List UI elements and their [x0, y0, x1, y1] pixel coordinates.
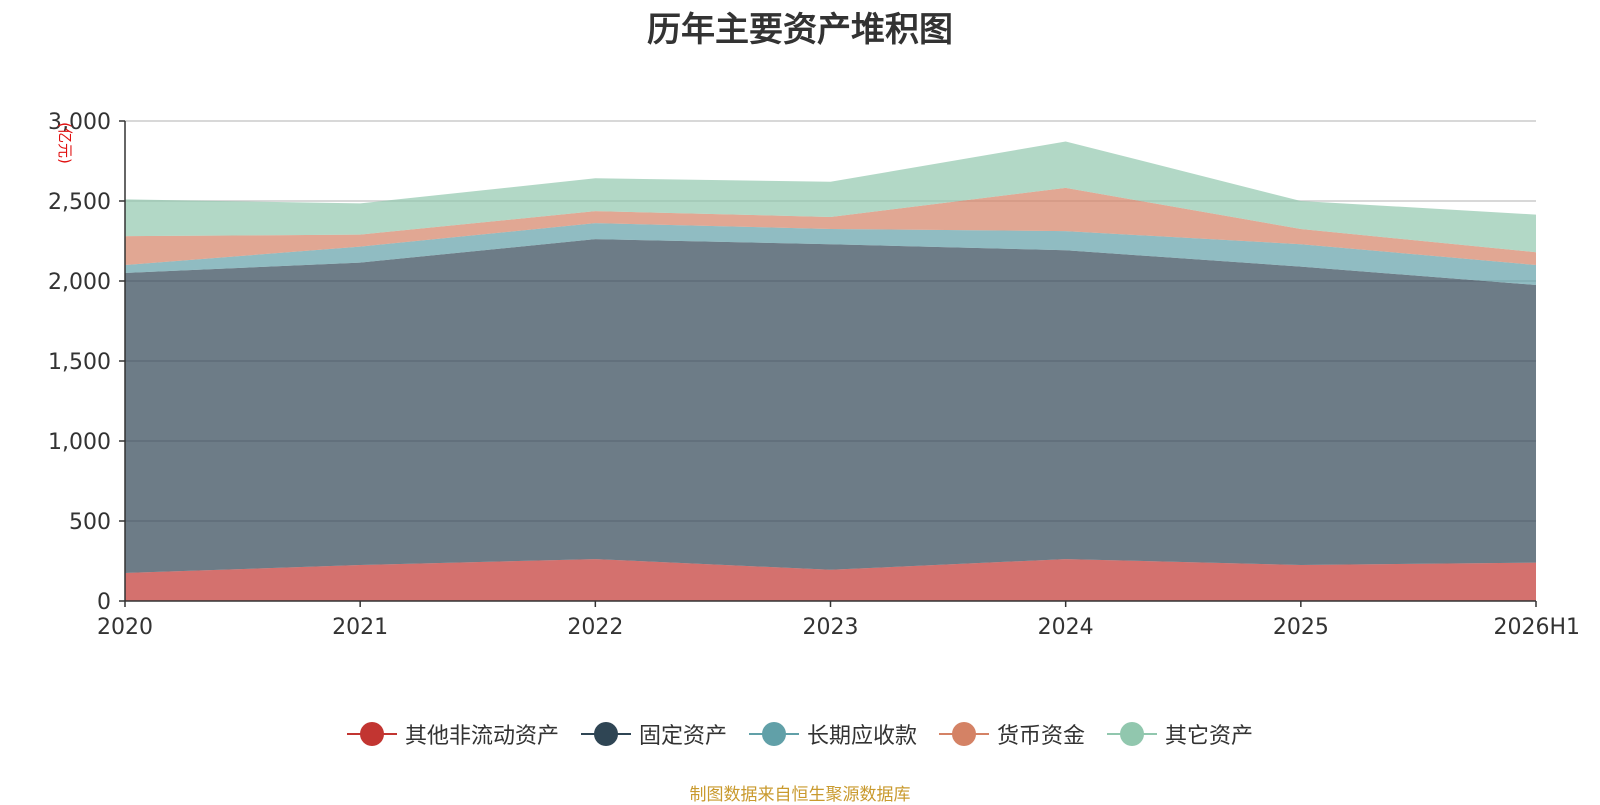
axes: 0 500 1,000 1,500 2,000 2,500 3,000 2020 2021 202… [48, 110, 1580, 640]
x-tick-label: 2020 [97, 615, 153, 640]
x-tick-label: 2024 [1038, 615, 1094, 640]
x-tick-label: 2026H1 [1493, 615, 1580, 640]
legend-marker-icon [346, 721, 397, 747]
y-tick-label: 2,000 [48, 270, 111, 295]
source-note: 制图数据来自恒生聚源数据库 [689, 785, 911, 805]
legend: 其他非流动资产 固定资产 长期应收款 货币资金 其它资产 [0, 718, 1600, 750]
legend-marker-icon [580, 721, 631, 747]
y-axis-unit-label: (亿元) [56, 122, 74, 164]
legend-item-1[interactable]: 固定资产 [580, 718, 727, 750]
legend-item-0[interactable]: 其他非流动资产 [346, 718, 559, 750]
y-tick-label: 500 [69, 510, 111, 535]
legend-item-3[interactable]: 货币资金 [939, 718, 1085, 750]
area-series-3 [125, 187, 1536, 265]
legend-item-4[interactable]: 其它资产 [1107, 718, 1253, 750]
x-tick-label: 2022 [567, 615, 623, 640]
y-tick-label: 1,000 [48, 430, 111, 455]
x-tick-label: 2023 [803, 615, 859, 640]
legend-item-2[interactable]: 长期应收款 [748, 718, 917, 750]
legend-marker-icon [939, 721, 989, 747]
legend-marker-icon [748, 721, 799, 747]
x-tick-label: 2021 [332, 615, 388, 640]
area-series-0 [125, 559, 1536, 601]
x-tick-label: 2025 [1273, 615, 1329, 640]
area-series-1 [125, 239, 1536, 573]
legend-label: 长期应收款 [806, 724, 917, 749]
legend-label: 货币资金 [997, 724, 1086, 749]
legend-label: 其它资产 [1165, 724, 1254, 749]
area-series-4 [125, 141, 1536, 253]
y-tick-label: 3,000 [48, 110, 111, 135]
y-tick-label: 2,500 [48, 190, 111, 215]
legend-marker-icon [1107, 721, 1158, 747]
y-tick-label: 0 [97, 590, 111, 615]
area-layer [125, 141, 1536, 601]
legend-label: 固定资产 [638, 724, 727, 749]
chart-title: 历年主要资产堆积图 [647, 10, 953, 50]
legend-label: 其他非流动资产 [404, 724, 559, 749]
y-tick-label: 1,500 [48, 350, 111, 375]
area-series-2 [125, 223, 1536, 285]
